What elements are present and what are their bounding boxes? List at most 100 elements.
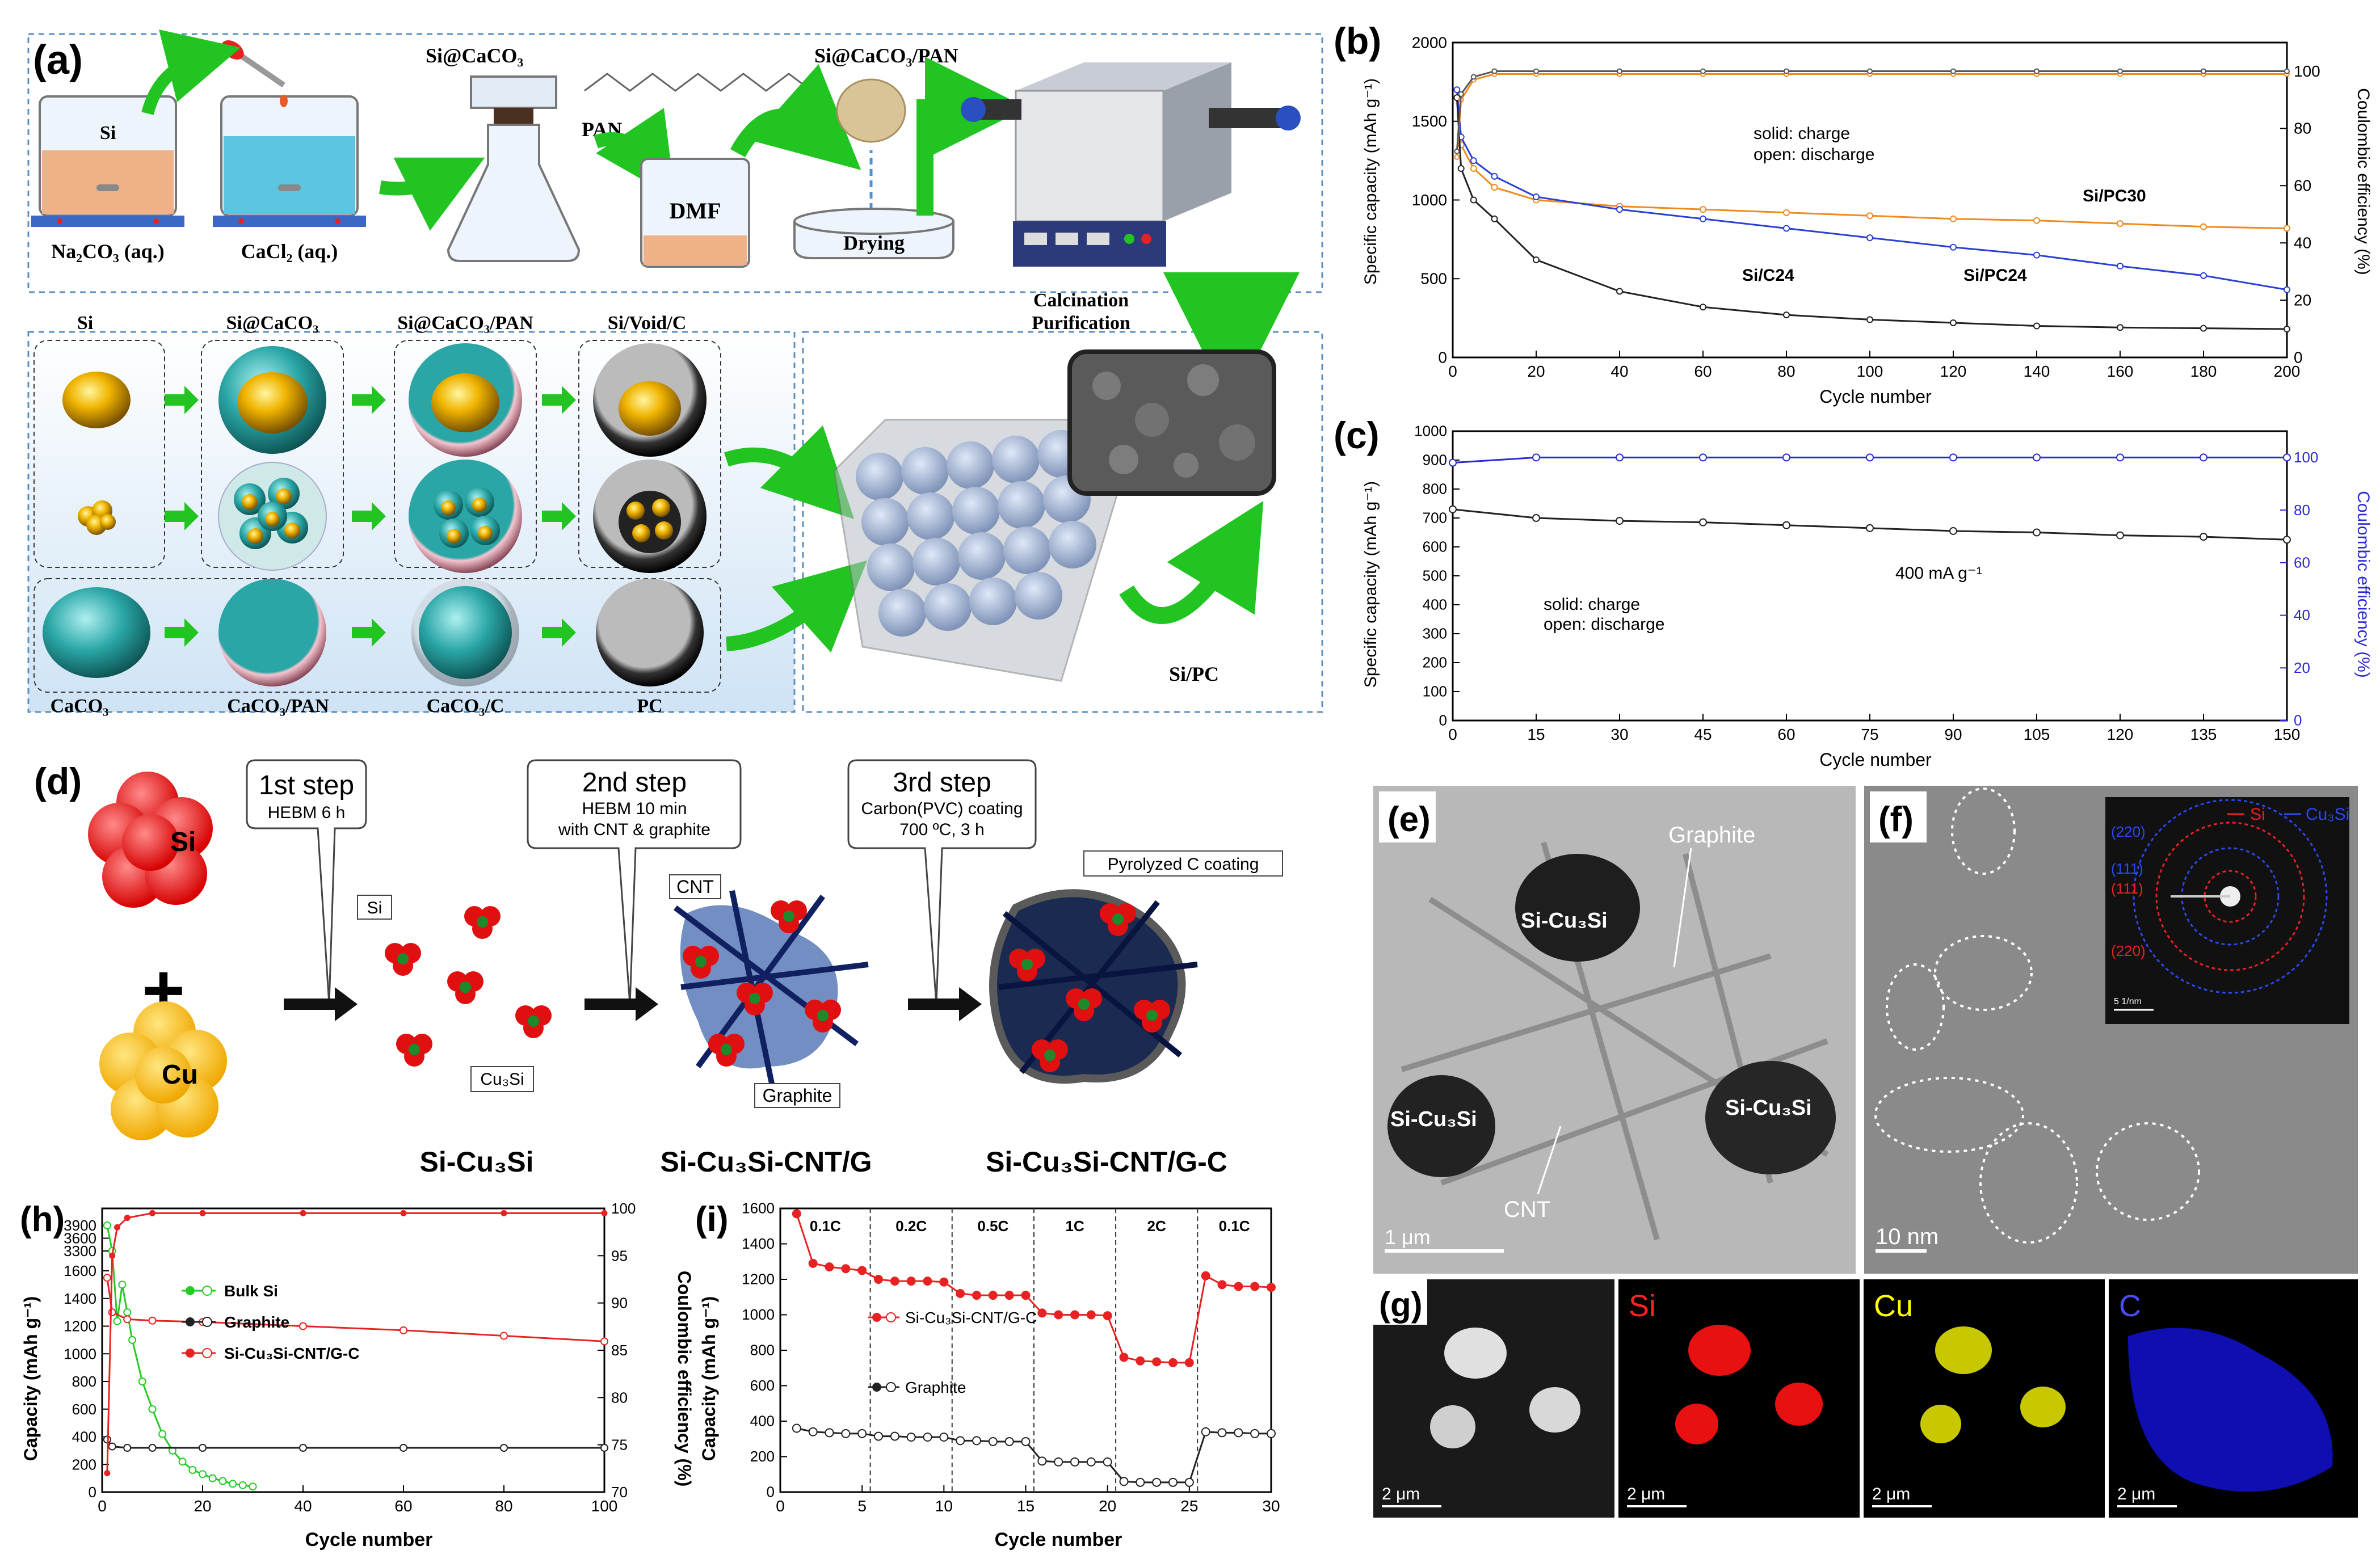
b-y2tick-label: 60 [2294, 177, 2311, 195]
b-ce-2-point [1867, 68, 1873, 74]
h-ytick-label: 1000 [64, 1345, 96, 1362]
b-y2tick-label: 20 [2294, 291, 2311, 309]
i-legend-label-2: Graphite [905, 1379, 966, 1396]
c-ce-point [2200, 453, 2207, 462]
i-series-1-point [1103, 1457, 1112, 1467]
b-series-1-point [2033, 251, 2040, 259]
h-series-0-point [188, 1466, 197, 1474]
eds-scale-4: 2 μm [2117, 1485, 2155, 1503]
b-xtick-label: 160 [2107, 363, 2134, 380]
c-ytick-label: 600 [1423, 538, 1447, 555]
i-series-1-point [1267, 1429, 1276, 1438]
c-capacity-point [2200, 533, 2207, 541]
h-legend-label: Graphite [224, 1313, 289, 1331]
i-series-0-point [1168, 1358, 1178, 1367]
b-series-2-point [2284, 326, 2290, 333]
i-series-1-point [923, 1433, 932, 1442]
c-ylabel: Specific capacity (mAh g⁻¹) [1361, 481, 1380, 688]
b-series-0-point [1470, 165, 1477, 172]
particle-label-2: Si-Cu₃Si [1390, 1107, 1477, 1131]
i-series-1-point [1054, 1457, 1063, 1467]
step1-desc: HEBM 6 h [268, 803, 346, 822]
filter-flask: Si@CaCO₃ [426, 44, 581, 262]
b-y2label: Coulombic efficiency (%) [2354, 88, 2373, 275]
b-xtick-label: 20 [1527, 363, 1545, 380]
beaker-si-label: Si [100, 123, 116, 144]
h-series-0-point [158, 1430, 167, 1438]
bottom-pc: PC [637, 696, 662, 717]
h-ce-point [109, 1252, 116, 1259]
h-series-2-point [103, 1274, 111, 1282]
b-ce-2-point [1454, 148, 1460, 154]
h-ce-point [501, 1210, 507, 1216]
i-series-0-point [890, 1276, 899, 1286]
i-series-0-point [972, 1291, 981, 1300]
h-y2tick-label: 85 [611, 1342, 628, 1359]
b-ce-2-point [1458, 91, 1464, 97]
i-series-1-point [825, 1428, 834, 1438]
drying-dish: Si@CaCO₃/PAN Drying [793, 44, 958, 259]
i-series-0-point [1184, 1358, 1194, 1367]
coated-composite: Pyrolyzed C coating [989, 850, 1283, 1084]
h-series-0-point [103, 1221, 111, 1229]
panel-h-label: (h) [20, 1200, 65, 1239]
i-series-1-point [792, 1423, 801, 1433]
panel-d: (d) Si + Cu 1st step HEBM 6 h 2nd step H… [34, 759, 1283, 1178]
i-rate-label: 0.1C [1219, 1217, 1250, 1235]
i-rate-label: 0.2C [895, 1217, 927, 1235]
h-series-0-point [238, 1481, 247, 1489]
chart-i: (i) Capacity (mAh g⁻¹) Cycle number 0 5 10… [695, 1200, 1280, 1551]
h-xtick-label: 40 [294, 1497, 312, 1515]
si-caco3-pan-label: Si@CaCO₃/PAN [814, 44, 958, 67]
pipette-icon [221, 40, 285, 88]
h-ce-point [149, 1210, 155, 1216]
b-series-2-point [2117, 324, 2124, 331]
col-header-si-void-c: Si/Void/C [608, 313, 687, 334]
c-ytick-label: 500 [1423, 567, 1447, 584]
panel-e-tem: (e) Graphite Si-Cu₃Si Si-Cu₃Si Si-Cu₃Si … [1373, 786, 1856, 1274]
i-ytick-label: 1400 [742, 1235, 775, 1252]
i-series-0-point [874, 1275, 883, 1284]
i-series-1-point [1152, 1477, 1162, 1487]
b-series-2-point [1700, 304, 1706, 311]
c-ytick-label: 200 [1423, 654, 1447, 671]
saed-inset: Si Cu₃Si (220) (111) (111) (220) 5 1/nm [2105, 797, 2349, 1024]
i-ytick-label: 1600 [742, 1200, 775, 1217]
chart-b: (b) Specific capacity (mAh g⁻¹) Coulombi… [1334, 20, 2373, 407]
c-current-label: 400 mA g⁻¹ [1895, 564, 1982, 583]
si-caco3-label: Si@CaCO₃ [426, 44, 524, 67]
b-ce-2-point [2284, 68, 2290, 74]
scale-f: 10 nm [1876, 1224, 1939, 1249]
h-ce-point [104, 1470, 111, 1477]
col-header-si: Si [77, 313, 93, 334]
i-series-0-point [1004, 1291, 1014, 1300]
i-series-0-point [1217, 1280, 1227, 1290]
b-xtick-label: 140 [2024, 363, 2050, 380]
i-ytick-label: 1000 [742, 1306, 775, 1323]
row3-spheres [43, 579, 704, 686]
i-xtick-label: 10 [935, 1497, 953, 1515]
si-cluster: Si [88, 772, 213, 908]
c-ce-point [1866, 453, 1874, 462]
dmf-beaker: DMF [640, 158, 750, 268]
c-y2tick-label: 0 [2294, 712, 2302, 729]
b-ce-2-point [1784, 68, 1789, 74]
i-series-0-point [857, 1266, 867, 1275]
h-ytick-label: 3900 [64, 1217, 96, 1234]
b-series-2-point [1470, 196, 1477, 204]
b-series-2-point [1533, 256, 1540, 263]
c-xtick-label: 90 [1944, 726, 1962, 743]
b-y2tick-label: 0 [2294, 348, 2303, 366]
h-legend-marker-open [202, 1348, 212, 1358]
i-series-1-point [874, 1431, 883, 1441]
process-arrows [284, 987, 982, 1021]
bottom-caco3-c: CaCO₃/C [427, 696, 504, 717]
c-capacity-point [1949, 526, 1957, 535]
step1-callout: 1st step HEBM 6 h [246, 759, 367, 1005]
b-series-1-point [1616, 206, 1623, 213]
arrow-2 [379, 157, 485, 231]
b-label-sipc30: Si/PC30 [2083, 187, 2146, 205]
h-ytick-label: 3600 [64, 1230, 96, 1247]
c-capacity-point [1866, 524, 1874, 532]
sem-texture [1092, 364, 1255, 478]
